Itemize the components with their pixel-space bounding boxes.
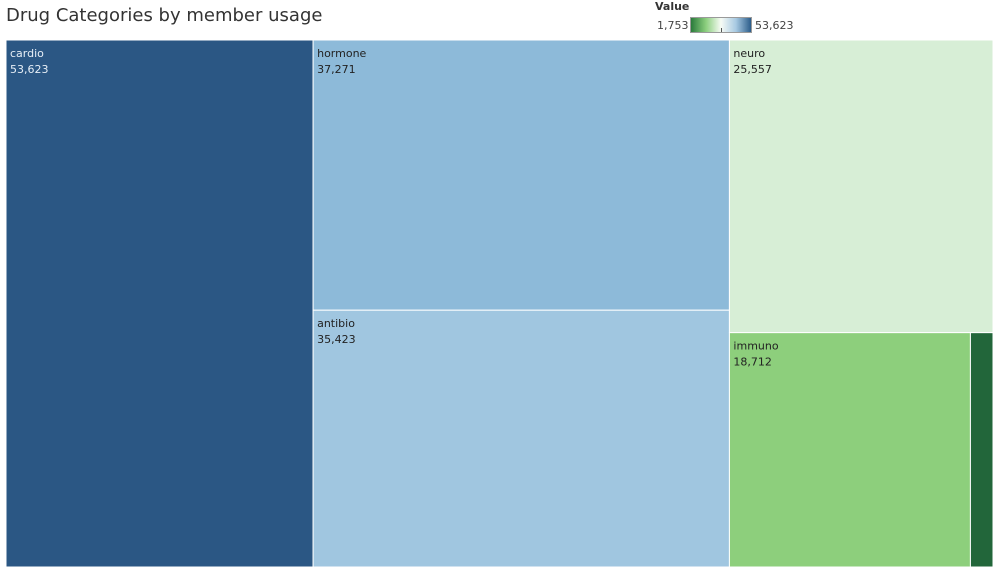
treemap-cell-value: 37,271 xyxy=(317,63,356,76)
legend-gradient-bar[interactable] xyxy=(690,17,752,33)
treemap-cell-label: antibio xyxy=(317,317,355,330)
treemap-cell-other[interactable] xyxy=(969,332,994,568)
treemap-cell-label: cardio xyxy=(10,47,44,60)
treemap-rect[interactable] xyxy=(728,39,994,334)
treemap-cell-cardio[interactable]: cardio 53,623 xyxy=(5,39,314,568)
treemap-cell-hormone[interactable]: hormone 37,271 xyxy=(312,39,730,311)
treemap-cell-value: 25,557 xyxy=(733,63,772,76)
treemap-cell-label: immuno xyxy=(733,340,778,353)
legend-tick xyxy=(721,28,722,32)
treemap-cell-antibio[interactable]: antibio 35,423 xyxy=(312,309,730,568)
chart-title: Drug Categories by member usage xyxy=(6,5,323,26)
treemap-rect[interactable] xyxy=(969,332,994,568)
treemap-rect[interactable] xyxy=(728,332,971,568)
treemap-rect[interactable] xyxy=(5,39,314,568)
treemap-cell-label: hormone xyxy=(317,47,366,60)
legend-min-label: 1,753 xyxy=(657,19,689,32)
legend-title: Value xyxy=(655,0,690,13)
treemap-cell-value: 18,712 xyxy=(733,356,772,369)
treemap-cell-value: 53,623 xyxy=(10,63,49,76)
treemap-rect[interactable] xyxy=(312,309,730,568)
treemap-cell-neuro[interactable]: neuro 25,557 xyxy=(728,39,994,334)
treemap-rect[interactable] xyxy=(312,39,730,311)
treemap-cell-immuno[interactable]: immuno 18,712 xyxy=(728,332,971,568)
legend-max-label: 53,623 xyxy=(755,19,794,32)
treemap-cell-label: neuro xyxy=(733,47,765,60)
treemap-cell-value: 35,423 xyxy=(317,333,356,346)
